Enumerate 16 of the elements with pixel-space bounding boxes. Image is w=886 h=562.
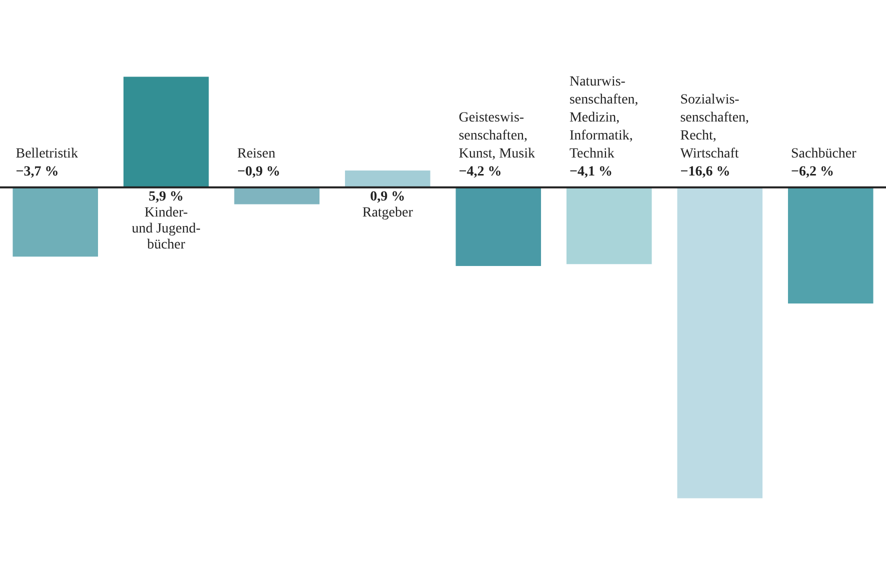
x-tick-label: Naturwis- senschaften, Medizin, Informatik, Technik <box>569 74 638 162</box>
x-tick-label: Reisen <box>237 146 276 162</box>
data-label: −16,6 % <box>680 164 730 180</box>
x-tick-label: Ratgeber <box>362 205 414 220</box>
data-label: −4,2 % <box>458 164 502 180</box>
data-label: −0,9 % <box>237 164 280 180</box>
x-tick-label: Geisteswis- senschaften, Kunst, Musik <box>458 110 535 162</box>
data-label: −6,2 % <box>790 164 834 180</box>
data-label: −3,7 % <box>16 164 59 180</box>
data-label: −4,1 % <box>569 164 612 180</box>
data-label: 0,9 % <box>370 189 406 204</box>
x-tick-label: Sachbücher <box>790 146 857 162</box>
x-tick-label: Kinder- und Jugend- bücher <box>132 205 201 252</box>
data-label: 5,9 % <box>148 189 184 204</box>
x-tick-label: Sozialwis- senschaften, Recht, Wirtschaft <box>680 92 750 162</box>
x-tick-label: Belletristik <box>16 146 78 162</box>
